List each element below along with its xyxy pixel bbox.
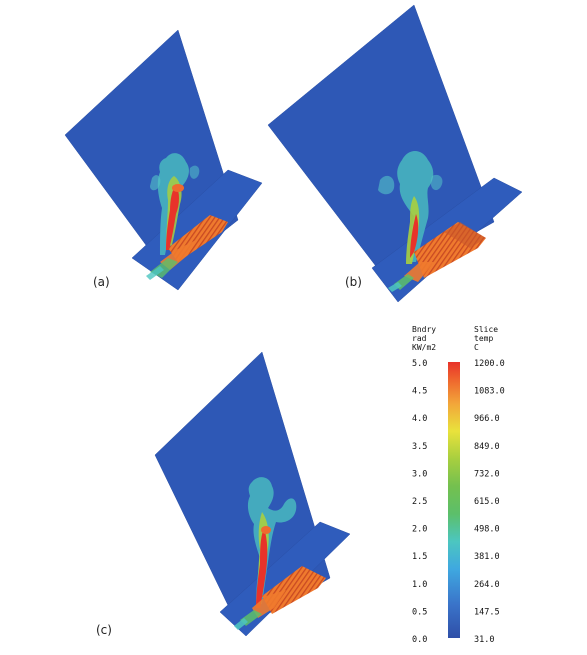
legend-right-tick: 849.0 bbox=[474, 442, 500, 452]
panel-b-temperature-plume bbox=[378, 151, 443, 264]
legend-right-header-line-3: C bbox=[474, 343, 479, 352]
legend-left-header: Bndry rad KW/m2 bbox=[412, 325, 436, 352]
panel-a-temperature-plume bbox=[150, 153, 200, 255]
legend-right-header-line-2: temp bbox=[474, 334, 493, 343]
legend-left-tick: 0.0 bbox=[412, 635, 427, 645]
panel-b-vertical-slice bbox=[267, 4, 495, 283]
legend-right-tick: 264.0 bbox=[474, 580, 500, 590]
legend-left-tick: 3.0 bbox=[412, 469, 427, 479]
panel-a-label: (a) bbox=[93, 275, 110, 289]
legend-right-tick: 147.5 bbox=[474, 607, 500, 617]
legend-right-tick: 1083.0 bbox=[474, 387, 505, 397]
legend-left-tick: 4.0 bbox=[412, 414, 427, 424]
legend-right-tick: 732.0 bbox=[474, 469, 500, 479]
legend-left-tick: 2.5 bbox=[412, 497, 427, 507]
legend-left-tick: 5.0 bbox=[412, 359, 427, 369]
panel-b-label: (b) bbox=[345, 275, 362, 289]
legend-left-tick: 3.5 bbox=[412, 442, 427, 452]
legend-left-tick: 2.0 bbox=[412, 525, 427, 535]
legend-right-tick: 31.0 bbox=[474, 635, 494, 645]
legend-left-header-line-1: Bndry bbox=[412, 325, 436, 334]
legend-right-header: Slice temp C bbox=[474, 325, 498, 352]
legend-left-tick: 1.5 bbox=[412, 552, 427, 562]
panel-c-label: (c) bbox=[96, 623, 112, 637]
legend-left-ticks: 5.0 4.5 4.0 3.5 3.0 2.5 2.0 1.5 1.0 0.5 0.0 bbox=[412, 359, 427, 645]
legend-left-tick: 4.5 bbox=[412, 387, 427, 397]
colorbar-legend: Bndry rad KW/m2 Slice temp C 5.0 4.5 4.0 3.… bbox=[412, 325, 505, 645]
legend-left-tick: 0.5 bbox=[412, 607, 427, 617]
legend-left-tick: 1.0 bbox=[412, 580, 427, 590]
legend-color-bar bbox=[448, 362, 460, 638]
panel-c: (c) bbox=[96, 351, 351, 637]
legend-right-tick: 615.0 bbox=[474, 497, 500, 507]
legend-right-tick: 381.0 bbox=[474, 552, 500, 562]
legend-left-header-line-2: rad bbox=[412, 334, 427, 343]
legend-right-ticks: 1200.0 1083.0 966.0 849.0 732.0 615.0 498.0 381… bbox=[474, 359, 505, 645]
panel-c-temperature-plume bbox=[247, 477, 297, 608]
legend-right-tick: 498.0 bbox=[474, 525, 500, 535]
legend-left-header-line-3: KW/m2 bbox=[412, 343, 436, 352]
panel-b: (b) bbox=[267, 4, 523, 303]
legend-right-tick: 1200.0 bbox=[474, 359, 505, 369]
legend-right-header-line-1: Slice bbox=[474, 325, 498, 334]
legend-right-tick: 966.0 bbox=[474, 414, 500, 424]
panel-a: (a) bbox=[64, 29, 263, 291]
